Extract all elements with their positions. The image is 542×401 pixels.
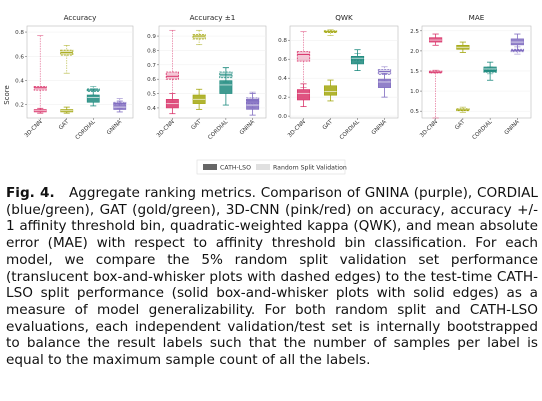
caption-text: Aggregate ranking metrics. Comparison of… [6, 185, 539, 369]
figure-panels: Score Accuracy 0.2 0.4 0.6 0.8 3D-CNN GAT CORDI… [3, 13, 532, 175]
legend-label-random-split: Random Split Validation [273, 165, 347, 172]
random-split-box [165, 71, 179, 80]
x-tick-label: 3D-CNN [287, 119, 307, 139]
panel-title: MAE [469, 13, 485, 22]
y-tick-label: 1.0 [410, 89, 419, 95]
random-split-box [33, 86, 47, 91]
y-tick-label: 0.8 [147, 48, 156, 54]
panel-title: QWK [335, 13, 353, 22]
y-tick-label: 2.5 [410, 29, 419, 35]
x-tick-label: 3D-CNN [24, 119, 44, 139]
x-tick-label: GNINA [371, 119, 388, 136]
legend-label-cath-lso: CATH-LSO [220, 165, 251, 172]
legend-swatch-random-split [256, 164, 270, 170]
y-tick-label: 1.5 [410, 69, 419, 75]
panel-title: Accuracy [64, 13, 98, 22]
caption-label: Fig. 4. [6, 185, 55, 201]
x-tick-label: CORDIAL [472, 119, 495, 142]
y-tick-label: 2.0 [410, 49, 419, 55]
y-tick-label: 0.6 [15, 54, 24, 60]
y-tick-label: 0.4 [15, 78, 24, 84]
y-tick-label: 0.2 [15, 103, 24, 109]
x-tick-label: GNINA [504, 119, 521, 136]
y-tick-label: 0.4 [278, 76, 287, 82]
x-tick-label: CORDIAL [207, 119, 230, 142]
y-tick-label: 0.6 [147, 77, 156, 83]
panel-frame [26, 25, 134, 119]
x-tick-label: GNINA [239, 119, 256, 136]
x-tick-label: GNINA [106, 119, 123, 136]
legend: CATH-LSO Random Split Validation [196, 159, 347, 175]
y-tick-label: 0.5 [147, 92, 156, 98]
cath-lso-box [296, 89, 311, 101]
cath-lso-box [377, 78, 392, 88]
x-tick-label: CORDIAL [75, 119, 98, 142]
y-tick-label: 0.0 [278, 114, 287, 120]
y-tick-label: 0.2 [278, 95, 287, 101]
x-tick-label: 3D-CNN [419, 119, 439, 139]
cath-lso-box [219, 80, 233, 94]
cath-lso-box [483, 66, 497, 73]
legend-frame [196, 159, 346, 175]
x-tick-label: GAT [58, 119, 71, 132]
cath-lso-box [86, 94, 100, 103]
panel-1: Accuracy 0.2 0.4 0.6 0.8 3D-CNN GAT CORDIAL GNIN… [15, 13, 134, 142]
y-tick-label: 0.5 [410, 109, 419, 115]
y-tick-label: 0.8 [15, 30, 24, 36]
y-tick-label: 0.9 [147, 34, 156, 40]
panel-title: Accuracy ±1 [190, 13, 236, 22]
panel-4: MAE 0.5 1.0 1.5 2.0 2.5 3D-CNN GAT CORDIAL GNINA [410, 13, 532, 142]
x-tick-label: GAT [190, 119, 203, 132]
x-tick-label: GAT [454, 119, 467, 132]
random-split-box [296, 51, 311, 62]
cath-lso-box [350, 56, 365, 65]
y-tick-label: 0.8 [278, 38, 287, 44]
y-axis-label: Score [3, 85, 11, 105]
cath-lso-box [246, 99, 260, 110]
cath-lso-box [323, 85, 338, 96]
panel-2: Accuracy ±1 0.4 0.5 0.6 0.7 0.8 0.9 3D-CNN GAT CO… [147, 13, 267, 142]
x-tick-label: CORDIAL [339, 119, 362, 142]
y-tick-label: 0.6 [278, 57, 287, 63]
x-tick-label: GAT [322, 119, 335, 132]
x-tick-label: 3D-CNN [156, 119, 176, 139]
y-tick-label: 0.7 [147, 63, 156, 69]
panel-3: QWK 0.0 0.2 0.4 0.6 0.8 3D-CNN GAT CORDIAL GNINA [278, 13, 399, 142]
figure-caption: Fig. 4. Aggregate ranking metrics. Compa… [6, 185, 538, 369]
y-tick-label: 0.4 [147, 106, 156, 112]
random-split-box [192, 34, 206, 40]
legend-swatch-cath-lso [203, 164, 217, 170]
